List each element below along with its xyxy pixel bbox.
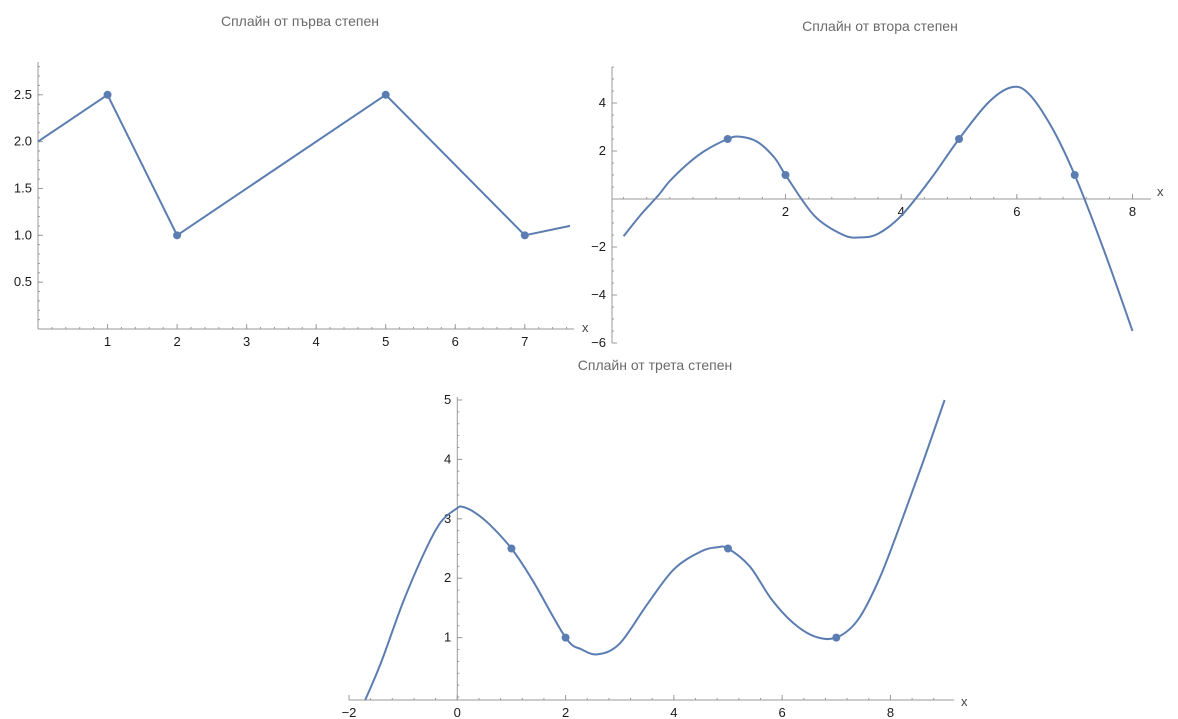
x-axis-label: x <box>1157 184 1164 199</box>
data-point <box>781 171 790 179</box>
x-tick-label: 6 <box>779 705 786 719</box>
x-tick-label: 0 <box>454 705 461 719</box>
data-point <box>103 90 112 99</box>
data-point <box>173 231 182 240</box>
y-tick-label: 3 <box>444 511 451 526</box>
data-point <box>724 544 733 553</box>
x-tick-label: 8 <box>887 705 894 719</box>
x-tick-label: 6 <box>1013 204 1020 219</box>
y-tick-label: 0.5 <box>14 274 32 289</box>
x-tick-label: 4 <box>313 334 320 349</box>
x-tick-label: 6 <box>452 334 459 349</box>
y-tick-label: −4 <box>591 287 606 302</box>
data-point <box>561 633 570 642</box>
data-point <box>832 633 841 642</box>
x-tick-label: 2 <box>173 334 180 349</box>
x-axis-label: x <box>582 320 589 335</box>
y-tick-label: 2.0 <box>14 134 32 149</box>
x-tick-label: 2 <box>562 705 569 719</box>
y-tick-label: 1.0 <box>14 227 32 242</box>
x-tick-label: 2 <box>782 204 789 219</box>
quadratic-spline-chart: Сплайн от втора степен x 2 4 6 8 −6 −4 −2 2 4 <box>591 18 1164 350</box>
y-tick-label: 4 <box>444 451 451 466</box>
data-point <box>507 544 516 553</box>
x-tick-label: 4 <box>898 204 905 219</box>
x-tick-label: 5 <box>382 334 389 349</box>
y-tick-label: 1.5 <box>14 180 32 195</box>
y-tick-label: −2 <box>591 239 606 254</box>
data-point <box>520 231 529 240</box>
linear-spline-chart: Сплайн от първа степен x 1 2 3 4 5 6 7 0.5 1.0 1.… <box>14 13 589 349</box>
data-point <box>1070 171 1079 179</box>
series-line <box>622 85 1134 332</box>
y-tick-label: 1 <box>444 630 451 645</box>
x-tick-label: 1 <box>104 334 111 349</box>
x-tick-label: 4 <box>670 705 677 719</box>
data-point <box>381 90 390 99</box>
data-point <box>955 135 964 143</box>
series-line <box>364 399 946 701</box>
chart-title: Сплайн от първа степен <box>221 13 379 29</box>
x-tick-label: −2 <box>342 705 357 719</box>
y-tick-label: 2 <box>444 570 451 585</box>
x-tick-label: 3 <box>243 334 250 349</box>
chart-title: Сплайн от трета степен <box>578 357 732 373</box>
x-tick-label: 8 <box>1129 204 1136 219</box>
data-point <box>723 135 732 143</box>
cubic-spline-chart: Сплайн от трета степен x −2 0 2 4 6 8 1 2 3 4 5 <box>342 357 968 719</box>
series-line <box>37 93 571 237</box>
x-axis-label: x <box>961 694 968 709</box>
chart-title: Сплайн от втора степен <box>802 18 958 34</box>
y-tick-label: 5 <box>444 392 451 407</box>
x-tick-label: 7 <box>521 334 528 349</box>
y-tick-label: 2 <box>599 143 606 158</box>
y-tick-label: 4 <box>599 95 606 110</box>
y-tick-label: −6 <box>591 335 606 350</box>
y-tick-label: 2.5 <box>14 87 32 102</box>
